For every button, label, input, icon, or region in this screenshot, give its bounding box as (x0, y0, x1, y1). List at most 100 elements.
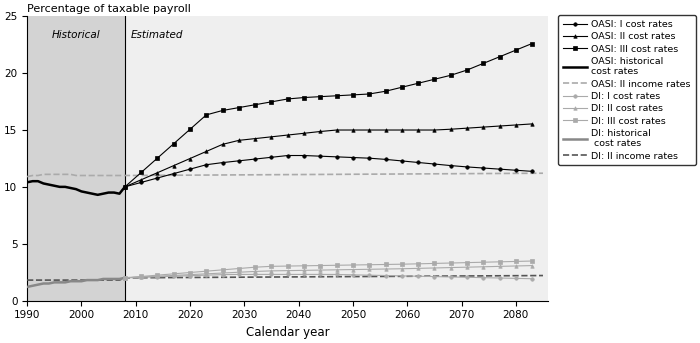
DI: III cost rates: (2.08e+03, 3.44): III cost rates: (2.08e+03, 3.44) (512, 259, 520, 263)
OASI: I cost rates: (2.03e+03, 12.1): I cost rates: (2.03e+03, 12.1) (218, 161, 227, 165)
DI: I cost rates: (2.05e+03, 2.29): I cost rates: (2.05e+03, 2.29) (332, 272, 341, 276)
OASI: I cost rates: (2.05e+03, 12.5): I cost rates: (2.05e+03, 12.5) (365, 156, 373, 160)
Line: DI: II cost rates: DI: II cost rates (123, 264, 534, 280)
Text: Historical: Historical (52, 30, 100, 40)
DI: I cost rates: (2.04e+03, 2.3): I cost rates: (2.04e+03, 2.3) (284, 272, 292, 276)
OASI: III cost rates: (2.06e+03, 18.8): III cost rates: (2.06e+03, 18.8) (398, 85, 406, 89)
OASI: III cost rates: (2.03e+03, 17): III cost rates: (2.03e+03, 17) (234, 106, 243, 110)
DI: II cost rates: (2.07e+03, 2.97): II cost rates: (2.07e+03, 2.97) (479, 265, 487, 269)
OASI: III cost rates: (2.04e+03, 17.5): III cost rates: (2.04e+03, 17.5) (267, 100, 276, 104)
OASI: I cost rates: (2.06e+03, 12): I cost rates: (2.06e+03, 12) (430, 162, 439, 166)
DI: II cost rates: (2.07e+03, 2.94): II cost rates: (2.07e+03, 2.94) (463, 265, 471, 269)
OASI: II cost rates: (2.05e+03, 15): II cost rates: (2.05e+03, 15) (365, 128, 373, 132)
DI: historical
 cost rates: (2e+03, 1.7): historical cost rates: (2e+03, 1.7) (77, 279, 85, 283)
DI: historical
 cost rates: (2e+03, 1.7): historical cost rates: (2e+03, 1.7) (72, 279, 80, 283)
Bar (27, 16, 125, 300)
DI: II cost rates: (2.06e+03, 2.83): II cost rates: (2.06e+03, 2.83) (414, 266, 422, 270)
DI: historical
 cost rates: (2e+03, 1.6): historical cost rates: (2e+03, 1.6) (55, 280, 64, 284)
OASI: historical
cost rates: (2e+03, 9.5): historical cost rates: (2e+03, 9.5) (104, 190, 113, 194)
DI: II cost rates: (2.03e+03, 2.56): II cost rates: (2.03e+03, 2.56) (251, 269, 260, 273)
OASI: I cost rates: (2.03e+03, 12.3): I cost rates: (2.03e+03, 12.3) (234, 159, 243, 163)
DI: II cost rates: (2.01e+03, 2): II cost rates: (2.01e+03, 2) (120, 276, 129, 280)
Line: DI: I cost rates: DI: I cost rates (123, 273, 534, 281)
OASI: III cost rates: (2.02e+03, 15.1): III cost rates: (2.02e+03, 15.1) (186, 127, 194, 131)
OASI: I cost rates: (2.01e+03, 10.8): I cost rates: (2.01e+03, 10.8) (153, 176, 162, 180)
Line: DI: historical
 cost rates: DI: historical cost rates (27, 278, 125, 287)
OASI: II cost rates: (2.02e+03, 12.5): II cost rates: (2.02e+03, 12.5) (186, 156, 194, 161)
DI: III cost rates: (2.02e+03, 2.47): III cost rates: (2.02e+03, 2.47) (186, 270, 194, 274)
OASI: I cost rates: (2.02e+03, 11.9): I cost rates: (2.02e+03, 11.9) (202, 163, 211, 167)
DI: I cost rates: (2.05e+03, 2.23): I cost rates: (2.05e+03, 2.23) (365, 273, 373, 277)
OASI: III cost rates: (2.05e+03, 18.2): III cost rates: (2.05e+03, 18.2) (365, 92, 373, 96)
DI: III cost rates: (2.06e+03, 3.17): III cost rates: (2.06e+03, 3.17) (382, 262, 390, 267)
OASI: historical
cost rates: (2e+03, 10.1): historical cost rates: (2e+03, 10.1) (50, 184, 59, 188)
DI: II cost rates: (2.05e+03, 2.73): II cost rates: (2.05e+03, 2.73) (349, 268, 357, 272)
DI: II income rates: (2.06e+03, 2.14): II income rates: (2.06e+03, 2.14) (419, 274, 428, 278)
DI: II income rates: (2.01e+03, 2.02): II income rates: (2.01e+03, 2.02) (153, 275, 162, 280)
DI: II cost rates: (2.06e+03, 2.8): II cost rates: (2.06e+03, 2.8) (398, 267, 406, 271)
OASI: II cost rates: (2.05e+03, 15): II cost rates: (2.05e+03, 15) (332, 128, 341, 132)
OASI: historical
cost rates: (2e+03, 9.3): historical cost rates: (2e+03, 9.3) (94, 193, 102, 197)
OASI: historical
cost rates: (2e+03, 9.4): historical cost rates: (2e+03, 9.4) (88, 192, 97, 196)
OASI: II cost rates: (2.03e+03, 14.1): II cost rates: (2.03e+03, 14.1) (234, 138, 243, 142)
DI: III cost rates: (2.04e+03, 3.03): III cost rates: (2.04e+03, 3.03) (284, 264, 292, 268)
OASI: II cost rates: (2.02e+03, 11.9): II cost rates: (2.02e+03, 11.9) (169, 164, 178, 168)
OASI: III cost rates: (2.04e+03, 17.9): III cost rates: (2.04e+03, 17.9) (300, 95, 308, 99)
OASI: I cost rates: (2.07e+03, 11.8): I cost rates: (2.07e+03, 11.8) (463, 165, 471, 169)
OASI: I cost rates: (2.05e+03, 12.6): I cost rates: (2.05e+03, 12.6) (332, 155, 341, 159)
OASI: II cost rates: (2.05e+03, 15): II cost rates: (2.05e+03, 15) (349, 128, 357, 132)
Line: OASI: I cost rates: OASI: I cost rates (123, 154, 534, 189)
DI: III cost rates: (2.04e+03, 3.06): III cost rates: (2.04e+03, 3.06) (300, 264, 308, 268)
OASI: III cost rates: (2.05e+03, 18): III cost rates: (2.05e+03, 18) (332, 94, 341, 98)
DI: II cost rates: (2.02e+03, 2.28): II cost rates: (2.02e+03, 2.28) (186, 273, 194, 277)
OASI: III cost rates: (2.07e+03, 19.8): III cost rates: (2.07e+03, 19.8) (447, 73, 455, 78)
DI: III cost rates: (2.01e+03, 2.23): III cost rates: (2.01e+03, 2.23) (153, 273, 162, 277)
DI: I cost rates: (2.03e+03, 2.28): I cost rates: (2.03e+03, 2.28) (218, 273, 227, 277)
DI: historical
 cost rates: (2e+03, 1.8): historical cost rates: (2e+03, 1.8) (88, 278, 97, 282)
DI: II cost rates: (2.06e+03, 2.87): II cost rates: (2.06e+03, 2.87) (430, 266, 439, 270)
DI: III cost rates: (2.03e+03, 2.94): III cost rates: (2.03e+03, 2.94) (251, 265, 260, 269)
DI: II cost rates: (2.06e+03, 2.77): II cost rates: (2.06e+03, 2.77) (382, 267, 390, 271)
DI: III cost rates: (2.06e+03, 3.23): III cost rates: (2.06e+03, 3.23) (414, 262, 422, 266)
DI: I cost rates: (2.02e+03, 2.14): I cost rates: (2.02e+03, 2.14) (169, 274, 178, 278)
OASI: historical
cost rates: (1.99e+03, 10.4): historical cost rates: (1.99e+03, 10.4) (23, 180, 32, 185)
DI: II income rates: (2.04e+03, 2.09): II income rates: (2.04e+03, 2.09) (316, 275, 325, 279)
DI: III cost rates: (2.01e+03, 2.12): III cost rates: (2.01e+03, 2.12) (137, 274, 146, 279)
DI: III cost rates: (2.03e+03, 2.82): III cost rates: (2.03e+03, 2.82) (234, 267, 243, 271)
OASI: III cost rates: (2.06e+03, 19.5): III cost rates: (2.06e+03, 19.5) (430, 77, 439, 81)
OASI: II income rates: (2.01e+03, 11): II income rates: (2.01e+03, 11) (153, 173, 162, 177)
DI: II cost rates: (2.03e+03, 2.49): II cost rates: (2.03e+03, 2.49) (234, 270, 243, 274)
OASI: I cost rates: (2.06e+03, 12.3): I cost rates: (2.06e+03, 12.3) (398, 159, 406, 163)
OASI: II income rates: (2.08e+03, 11.2): II income rates: (2.08e+03, 11.2) (539, 171, 547, 175)
OASI: II income rates: (1.99e+03, 10.9): II income rates: (1.99e+03, 10.9) (23, 175, 32, 179)
OASI: II cost rates: (2.01e+03, 10.6): II cost rates: (2.01e+03, 10.6) (137, 178, 146, 182)
OASI: II cost rates: (2.04e+03, 14.9): II cost rates: (2.04e+03, 14.9) (316, 129, 325, 133)
OASI: historical
cost rates: (1.99e+03, 10.5): historical cost rates: (1.99e+03, 10.5) (34, 179, 42, 183)
OASI: III cost rates: (2.03e+03, 16.7): III cost rates: (2.03e+03, 16.7) (218, 108, 227, 113)
Line: OASI: III cost rates: OASI: III cost rates (123, 42, 534, 189)
OASI: I cost rates: (2.04e+03, 12.7): I cost rates: (2.04e+03, 12.7) (316, 154, 325, 158)
DI: II cost rates: (2.08e+03, 3.08): II cost rates: (2.08e+03, 3.08) (528, 263, 536, 268)
OASI: III cost rates: (2.08e+03, 21.4): III cost rates: (2.08e+03, 21.4) (496, 55, 504, 59)
DI: III cost rates: (2.06e+03, 3.27): III cost rates: (2.06e+03, 3.27) (430, 261, 439, 265)
DI: II cost rates: (2.01e+03, 2.14): II cost rates: (2.01e+03, 2.14) (153, 274, 162, 278)
DI: I cost rates: (2.04e+03, 2.3): I cost rates: (2.04e+03, 2.3) (300, 272, 308, 276)
OASI: historical
cost rates: (2e+03, 9.9): historical cost rates: (2e+03, 9.9) (66, 186, 75, 190)
OASI: III cost rates: (2.07e+03, 20.3): III cost rates: (2.07e+03, 20.3) (463, 68, 471, 72)
OASI: II income rates: (2.04e+03, 11.1): II income rates: (2.04e+03, 11.1) (316, 173, 325, 177)
OASI: historical
cost rates: (2e+03, 9.6): historical cost rates: (2e+03, 9.6) (77, 189, 85, 193)
OASI: III cost rates: (2.04e+03, 17.7): III cost rates: (2.04e+03, 17.7) (284, 97, 292, 101)
DI: II income rates: (1.99e+03, 1.8): II income rates: (1.99e+03, 1.8) (23, 278, 32, 282)
OASI: I cost rates: (2.05e+03, 12.6): I cost rates: (2.05e+03, 12.6) (349, 155, 357, 159)
DI: III cost rates: (2.08e+03, 3.41): III cost rates: (2.08e+03, 3.41) (496, 260, 504, 264)
DI: historical
 cost rates: (1.99e+03, 1.5): historical cost rates: (1.99e+03, 1.5) (39, 282, 48, 286)
DI: I cost rates: (2.01e+03, 2): I cost rates: (2.01e+03, 2) (120, 276, 129, 280)
DI: I cost rates: (2.07e+03, 2.05): I cost rates: (2.07e+03, 2.05) (463, 275, 471, 279)
OASI: I cost rates: (2.01e+03, 10): I cost rates: (2.01e+03, 10) (120, 185, 129, 189)
DI: II cost rates: (2.04e+03, 2.66): II cost rates: (2.04e+03, 2.66) (300, 268, 308, 272)
DI: III cost rates: (2.05e+03, 3.13): III cost rates: (2.05e+03, 3.13) (349, 263, 357, 267)
DI: III cost rates: (2.05e+03, 3.1): III cost rates: (2.05e+03, 3.1) (332, 263, 341, 267)
DI: I cost rates: (2.01e+03, 2.09): I cost rates: (2.01e+03, 2.09) (153, 275, 162, 279)
DI: historical
 cost rates: (2e+03, 1.8): historical cost rates: (2e+03, 1.8) (83, 278, 91, 282)
Text: Percentage of taxable payroll: Percentage of taxable payroll (27, 4, 191, 14)
